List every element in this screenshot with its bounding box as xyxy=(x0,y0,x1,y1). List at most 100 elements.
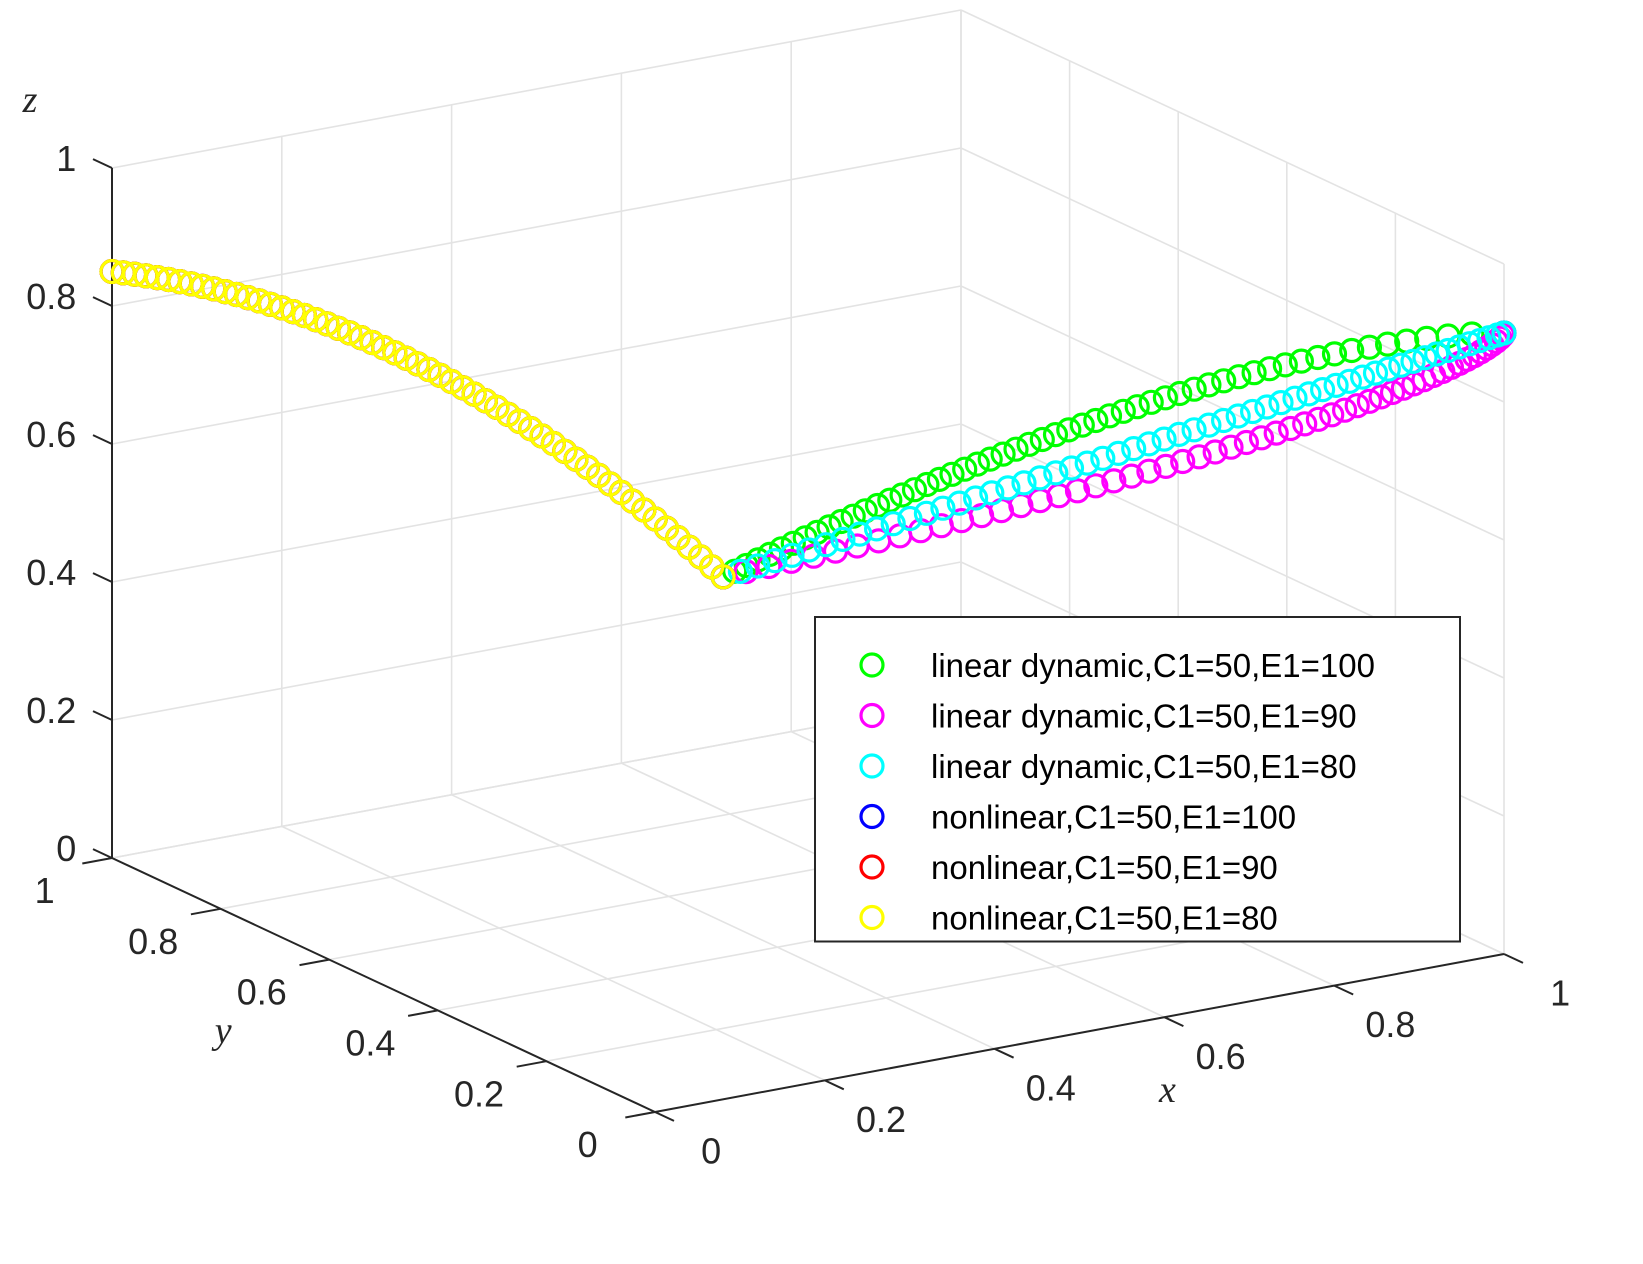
y-tick-mark xyxy=(407,1009,438,1017)
legend-marker xyxy=(859,702,885,729)
data-point-series-1 xyxy=(1124,394,1150,420)
z-tick-label: 1 xyxy=(56,138,76,179)
data-point-series-1 xyxy=(1356,334,1383,360)
data-point-series-1 xyxy=(1083,407,1109,434)
grid-line-backwall-z xyxy=(111,285,962,445)
data-point-series-3 xyxy=(1181,417,1207,443)
z-tick-mark xyxy=(92,158,113,169)
data-point-series-6 xyxy=(257,291,283,317)
data-point-series-3 xyxy=(995,475,1021,501)
legend-marker xyxy=(859,652,885,678)
data-point-series-6 xyxy=(212,279,238,305)
data-point-series-3 xyxy=(1225,403,1251,429)
data-point-series-3 xyxy=(1254,394,1280,420)
data-point-series-1 xyxy=(1069,412,1095,438)
x-tick-mark xyxy=(1333,984,1354,996)
x-tick-mark xyxy=(1503,953,1524,964)
y-tick-mark xyxy=(299,958,330,967)
x-tick-mark xyxy=(824,1079,845,1091)
y-tick-mark xyxy=(82,857,113,865)
data-point-series-1 xyxy=(1042,422,1069,448)
x-tick-label: 0.6 xyxy=(1196,1036,1246,1077)
y-axis-label: y xyxy=(211,1010,232,1052)
data-point-series-6 xyxy=(393,345,419,371)
data-point-series-3 xyxy=(762,547,788,574)
legend: linear dynamic,C1=50,E1=100 linear dynami… xyxy=(814,616,1461,943)
data-point-series-1 xyxy=(926,466,953,492)
data-point-series-3 xyxy=(1105,440,1131,466)
x-tick-label: 0.8 xyxy=(1365,1004,1415,1045)
legend-marker xyxy=(859,904,885,931)
data-point-series-2 xyxy=(1233,429,1260,456)
data-point-series-6 xyxy=(235,285,261,311)
data-point-series-1 xyxy=(914,471,940,498)
data-point-series-3 xyxy=(1400,348,1426,374)
data-point-series-3 xyxy=(1136,431,1162,457)
data-point-series-1 xyxy=(1196,372,1222,398)
legend-marker xyxy=(859,803,885,830)
data-point-series-1 xyxy=(1110,398,1136,424)
data-point-series-3 xyxy=(1491,320,1517,346)
data-point-series-1 xyxy=(828,508,854,535)
data-point-series-6 xyxy=(110,260,136,286)
y-tick-label: 0.6 xyxy=(237,972,287,1013)
data-point-series-1 xyxy=(1029,426,1055,453)
data-point-series-1 xyxy=(1272,352,1298,378)
z-tick-label: 0.2 xyxy=(26,690,76,731)
data-point-series-2 xyxy=(1368,384,1394,410)
data-point-series-2 xyxy=(1263,420,1289,446)
z-axis-label: z xyxy=(22,79,38,121)
data-point-series-6 xyxy=(269,295,295,321)
data-point-series-3 xyxy=(913,500,940,526)
data-point-series-1 xyxy=(1167,380,1193,407)
data-point-series-3 xyxy=(1027,465,1053,491)
data-point-series-1 xyxy=(964,451,991,477)
x-tick-mark xyxy=(994,1047,1015,1059)
data-point-series-1 xyxy=(901,477,928,503)
data-point-series-3 xyxy=(1151,426,1177,452)
data-point-series-3 xyxy=(1196,412,1222,438)
data-point-series-2 xyxy=(1153,453,1179,479)
data-point-series-3 xyxy=(930,495,956,521)
data-point-series-1 xyxy=(1321,341,1348,367)
grid-line-floor-x xyxy=(451,794,995,1050)
data-point-series-3 xyxy=(1090,445,1116,471)
data-point-series-2 xyxy=(1277,415,1304,442)
data-point-series-2 xyxy=(1186,444,1212,470)
legend-box xyxy=(814,616,1461,943)
data-point-series-1 xyxy=(952,456,978,482)
data-point-series-3 xyxy=(1043,460,1069,486)
y-tick-label: 0 xyxy=(578,1124,598,1165)
data-point-series-3 xyxy=(897,505,923,532)
data-point-series-6 xyxy=(348,325,374,351)
y-axis-line xyxy=(111,857,656,1113)
data-point-series-3 xyxy=(1074,450,1100,476)
legend-entry-label: nonlinear,C1=50,E1=80 xyxy=(931,900,1278,937)
grid-line-backwall-z xyxy=(111,9,962,169)
x-tick-label: 0.4 xyxy=(1026,1067,1076,1108)
data-point-series-2 xyxy=(1319,402,1345,428)
data-point-series-3 xyxy=(880,511,906,537)
z-tick-label: 0.6 xyxy=(26,414,76,455)
data-point-series-3 xyxy=(830,526,856,553)
data-point-series-3 xyxy=(1011,470,1037,496)
y-tick-mark xyxy=(190,907,221,916)
legend-entry-label: linear dynamic,C1=50,E1=80 xyxy=(931,748,1357,785)
data-point-series-3 xyxy=(1166,421,1192,447)
data-point-series-6 xyxy=(223,281,250,308)
z-tick-mark xyxy=(92,710,113,721)
data-point-series-3 xyxy=(946,490,972,516)
data-point-series-6 xyxy=(201,276,227,302)
data-point-series-6 xyxy=(280,299,306,325)
data-point-series-3 xyxy=(727,558,754,585)
data-point-series-1 xyxy=(939,461,965,487)
data-point-series-6 xyxy=(99,258,125,285)
data-point-series-1 xyxy=(1339,337,1365,364)
data-point-series-3 xyxy=(1375,356,1401,382)
data-point-series-2 xyxy=(1202,439,1228,465)
legend-marker xyxy=(859,854,885,880)
data-point-series-2 xyxy=(1136,458,1162,484)
grid-line-backwall-z xyxy=(111,561,962,721)
z-tick-mark xyxy=(92,434,113,445)
data-point-series-3 xyxy=(779,542,805,568)
